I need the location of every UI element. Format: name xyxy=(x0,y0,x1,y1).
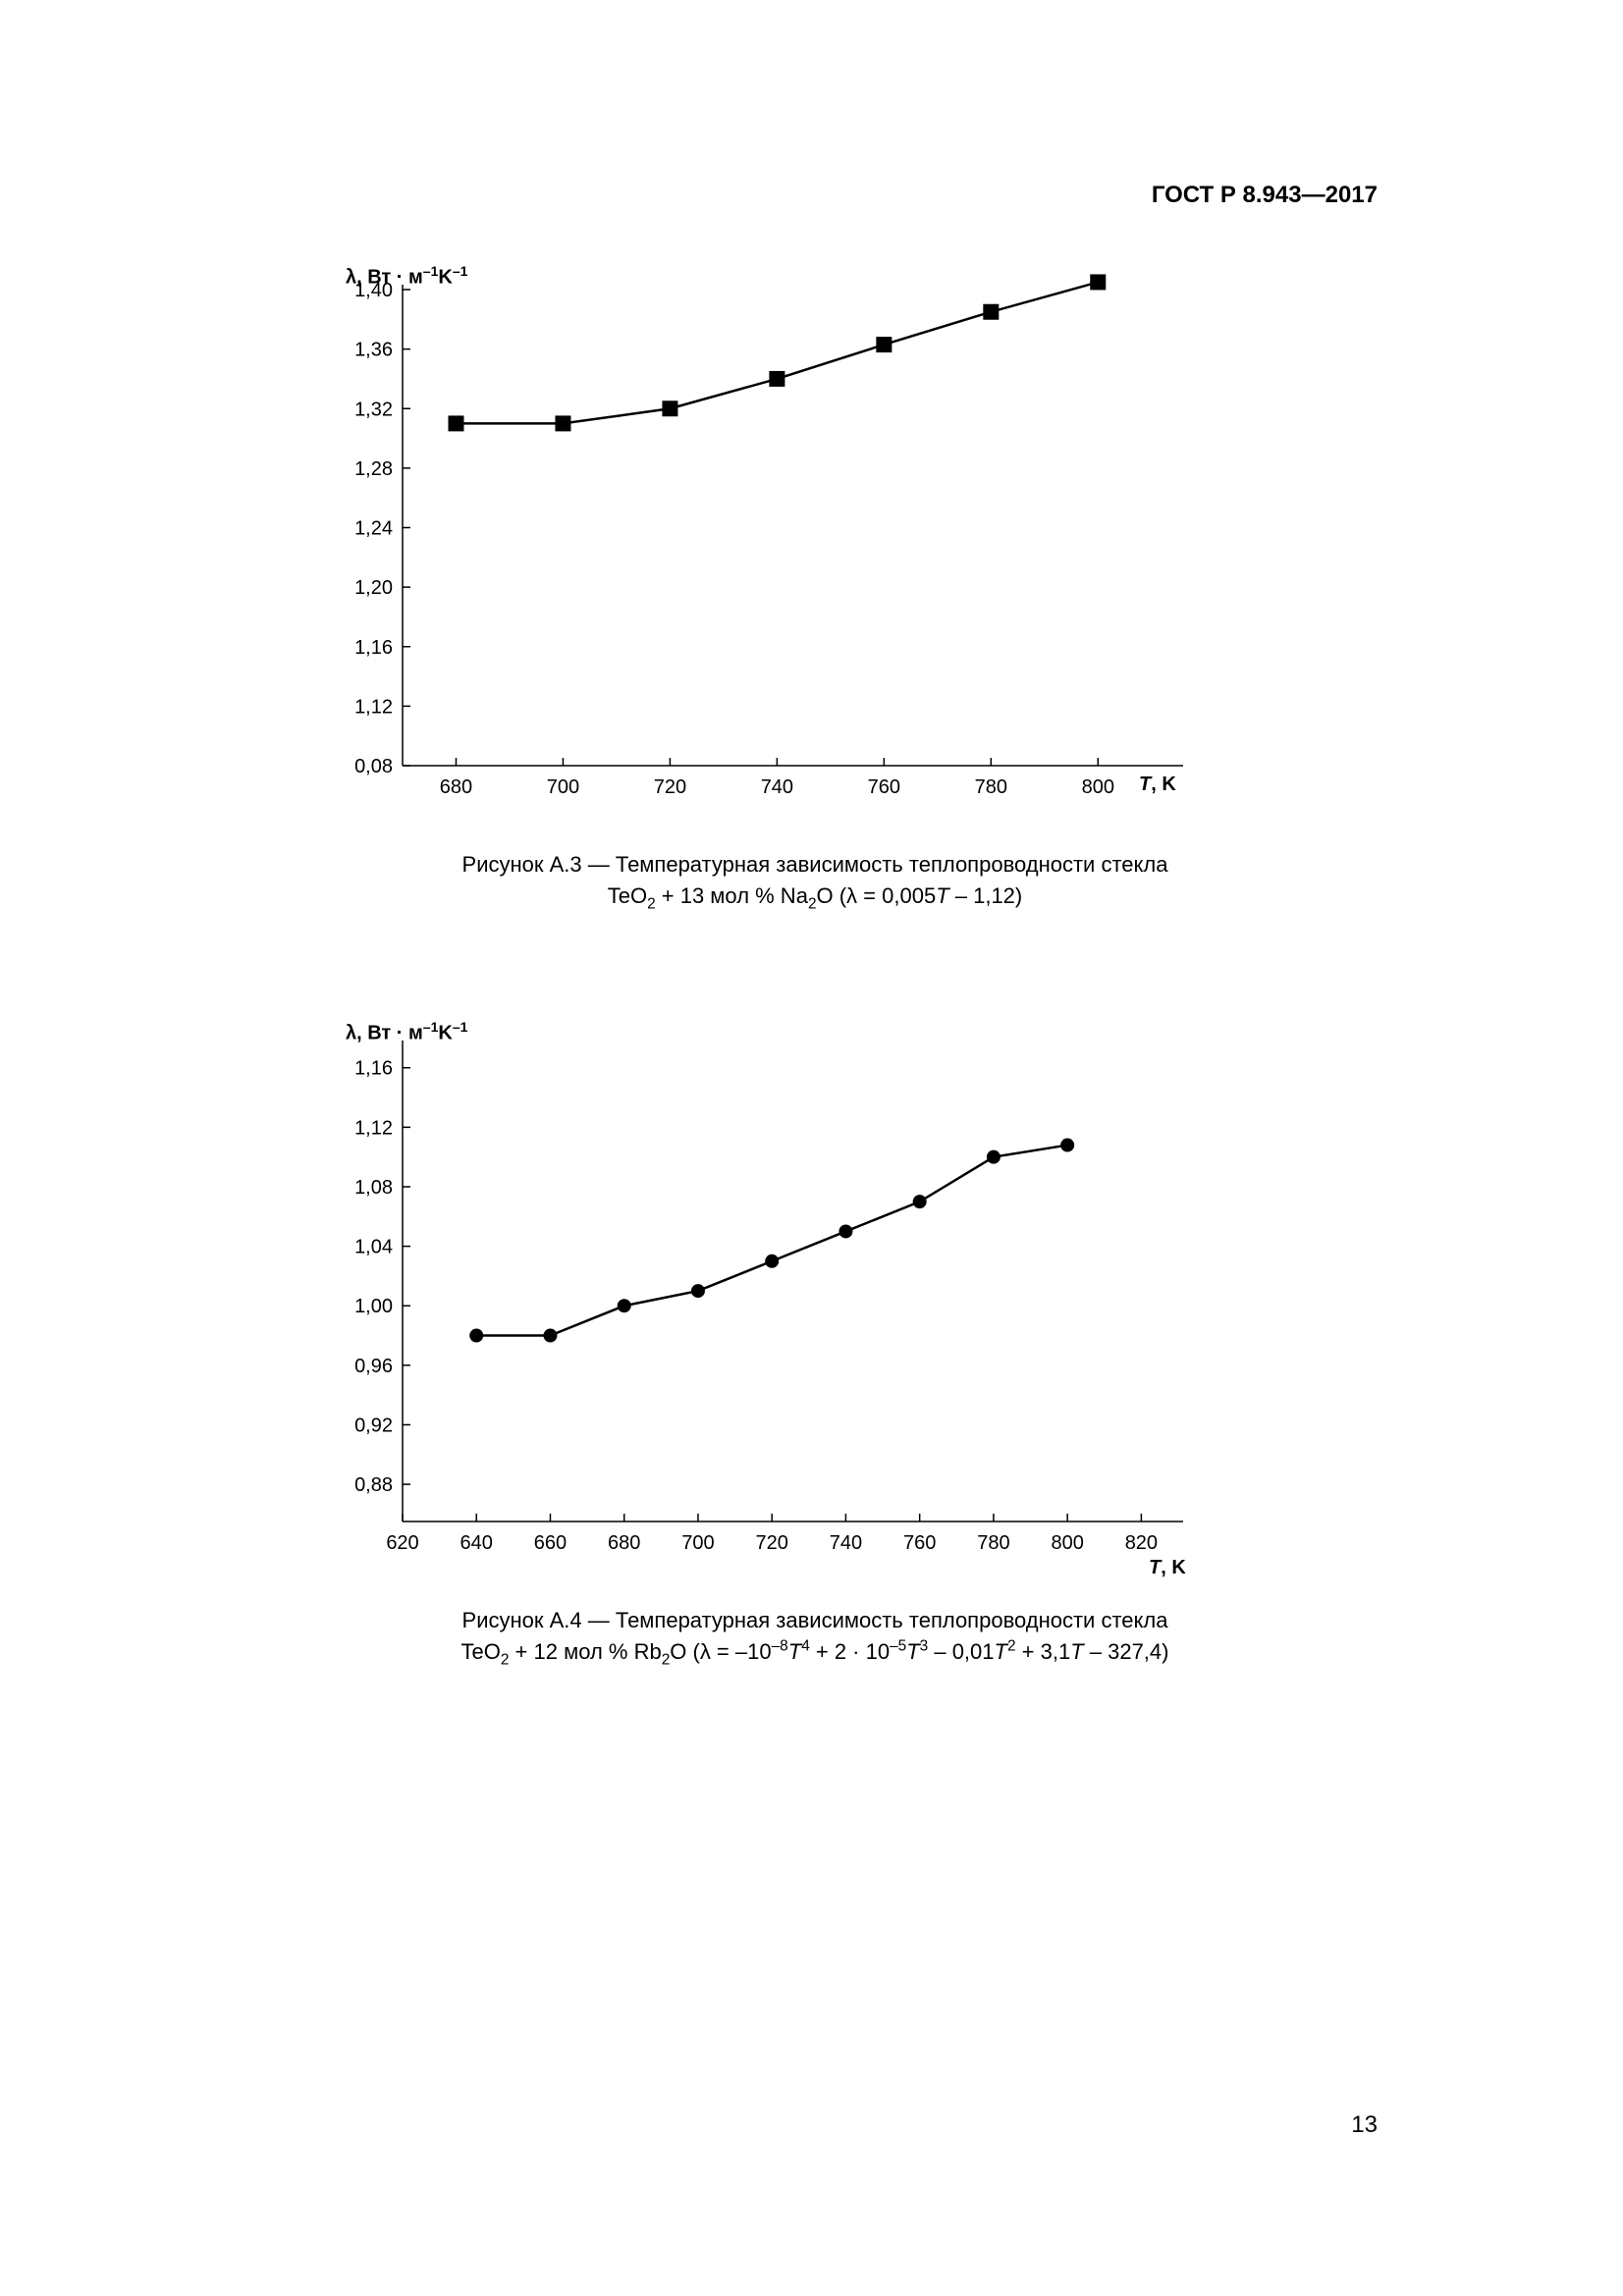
svg-text:1,28: 1,28 xyxy=(354,458,393,480)
caption-a3: Рисунок А.3 — Температурная зависимость … xyxy=(275,849,1355,916)
svg-text:740: 740 xyxy=(830,1532,862,1554)
svg-text:1,00: 1,00 xyxy=(354,1296,393,1317)
svg-text:700: 700 xyxy=(547,776,579,798)
svg-text:1,20: 1,20 xyxy=(354,577,393,599)
svg-text:660: 660 xyxy=(534,1532,567,1554)
chart-a3: 0,081,121,161,201,241,281,321,361,406807… xyxy=(275,255,1257,825)
svg-text:760: 760 xyxy=(868,776,900,798)
svg-text:680: 680 xyxy=(608,1532,640,1554)
svg-text:800: 800 xyxy=(1051,1532,1083,1554)
svg-text:780: 780 xyxy=(977,1532,1009,1554)
page: ГОСТ Р 8.943—2017 λ, Вт · м–1K–1 0,08 1,1… xyxy=(0,0,1623,2296)
svg-text:1,16: 1,16 xyxy=(354,1058,393,1080)
svg-text:720: 720 xyxy=(756,1532,788,1554)
svg-text:1,08: 1,08 xyxy=(354,1177,393,1199)
page-number: 13 xyxy=(1351,2111,1378,2139)
svg-text:720: 720 xyxy=(654,776,686,798)
figure-a3-block: λ, Вт · м–1K–1 0,08 1,12 1,16 1,20 1,24 1,28 1… xyxy=(275,255,1355,916)
svg-text:1,12: 1,12 xyxy=(354,696,393,718)
svg-text:800: 800 xyxy=(1082,776,1114,798)
svg-text:740: 740 xyxy=(761,776,793,798)
figure-a4-block: λ, Вт · м–1K–1 0,88 0,92 0,96 1,00 1,04 1,08 1… xyxy=(275,1011,1355,1672)
svg-text:760: 760 xyxy=(903,1532,936,1554)
chart-a4: 0,88 0,92 0,96 1,00 1,04 1,08 1,12 1,16 620 640 66… xyxy=(275,1011,1257,1580)
svg-text:1,32: 1,32 xyxy=(354,399,393,420)
svg-text:680: 680 xyxy=(440,776,472,798)
caption-a4: Рисунок А.4 — Температурная зависимость … xyxy=(275,1605,1355,1672)
chart-a4-ytitle: λ, Вт · м–1K–1 xyxy=(346,1019,467,1045)
caption-a3-line2: TeO2 + 13 мол % Na2O (λ = 0,005T – 1,12) xyxy=(608,883,1023,908)
svg-text:1,16: 1,16 xyxy=(354,637,393,659)
svg-text:0,88: 0,88 xyxy=(354,1474,393,1496)
svg-text:700: 700 xyxy=(681,1532,714,1554)
svg-text:640: 640 xyxy=(460,1532,493,1554)
svg-text:1,36: 1,36 xyxy=(354,340,393,361)
svg-text:820: 820 xyxy=(1125,1532,1158,1554)
caption-a4-line2: TeO2 + 12 мол % Rb2O (λ = –10–8T4 + 2 · … xyxy=(461,1639,1169,1664)
svg-text:620: 620 xyxy=(386,1532,418,1554)
caption-a3-line1: Рисунок А.3 — Температурная зависимость … xyxy=(462,852,1168,877)
svg-text:0,96: 0,96 xyxy=(354,1356,393,1377)
svg-text:1,04: 1,04 xyxy=(354,1237,393,1258)
doc-header: ГОСТ Р 8.943—2017 xyxy=(1152,182,1378,209)
caption-a4-line1: Рисунок А.4 — Температурная зависимость … xyxy=(462,1608,1168,1632)
svg-text:0,92: 0,92 xyxy=(354,1415,393,1436)
chart-a3-ytitle: λ, Вт · м–1K–1 xyxy=(346,263,467,290)
svg-text:1,24: 1,24 xyxy=(354,518,393,540)
svg-text:780: 780 xyxy=(975,776,1007,798)
svg-text:0,08: 0,08 xyxy=(354,756,393,777)
svg-text:1,12: 1,12 xyxy=(354,1117,393,1139)
